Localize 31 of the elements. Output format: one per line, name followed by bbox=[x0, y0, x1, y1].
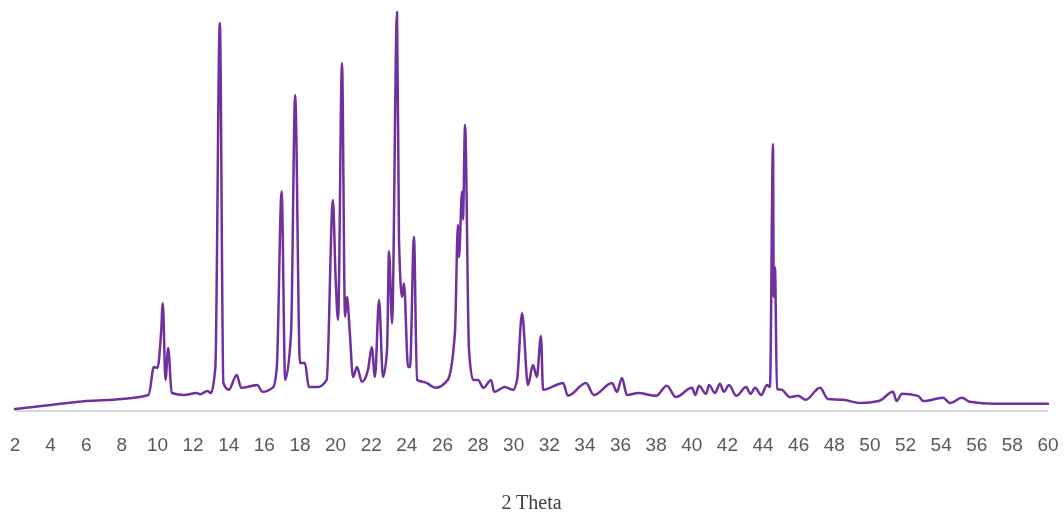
x-tick-label: 14 bbox=[218, 434, 240, 455]
x-tick-label: 50 bbox=[859, 434, 881, 455]
x-tick-label: 20 bbox=[325, 434, 347, 455]
x-tick-label: 26 bbox=[431, 434, 454, 455]
x-tick-label: 46 bbox=[788, 434, 810, 455]
x-tick-label: 36 bbox=[609, 434, 632, 455]
x-tick-label: 34 bbox=[574, 434, 596, 455]
x-tick-label: 56 bbox=[966, 434, 988, 455]
x-tick-label: 32 bbox=[538, 434, 560, 455]
x-tick-label: 10 bbox=[146, 434, 169, 455]
x-tick-label: 54 bbox=[930, 434, 953, 455]
x-tick-label: 24 bbox=[396, 434, 418, 455]
x-tick-label: 2 bbox=[9, 434, 21, 455]
x-tick-label: 52 bbox=[894, 434, 917, 455]
x-tick-label: 60 bbox=[1037, 434, 1059, 455]
x-tick-label: 18 bbox=[289, 434, 311, 455]
x-tick-label: 8 bbox=[116, 434, 128, 455]
x-tick-label: 22 bbox=[360, 434, 382, 455]
x-tick-label: 12 bbox=[182, 434, 204, 455]
x-tick-label: 44 bbox=[752, 434, 775, 455]
x-tick-label: 4 bbox=[45, 434, 57, 455]
x-tick-label: 28 bbox=[467, 434, 489, 455]
x-axis-title: 2 Theta bbox=[501, 491, 562, 513]
x-tick-label: 38 bbox=[645, 434, 667, 455]
x-tick-label: 48 bbox=[823, 434, 845, 455]
x-tick-label: 16 bbox=[253, 434, 275, 455]
x-tick-label: 58 bbox=[1001, 434, 1023, 455]
x-tick-label: 30 bbox=[503, 434, 525, 455]
x-tick-label: 6 bbox=[80, 434, 92, 455]
x-tick-label: 40 bbox=[681, 434, 703, 455]
x-tick-label: 42 bbox=[716, 434, 738, 455]
